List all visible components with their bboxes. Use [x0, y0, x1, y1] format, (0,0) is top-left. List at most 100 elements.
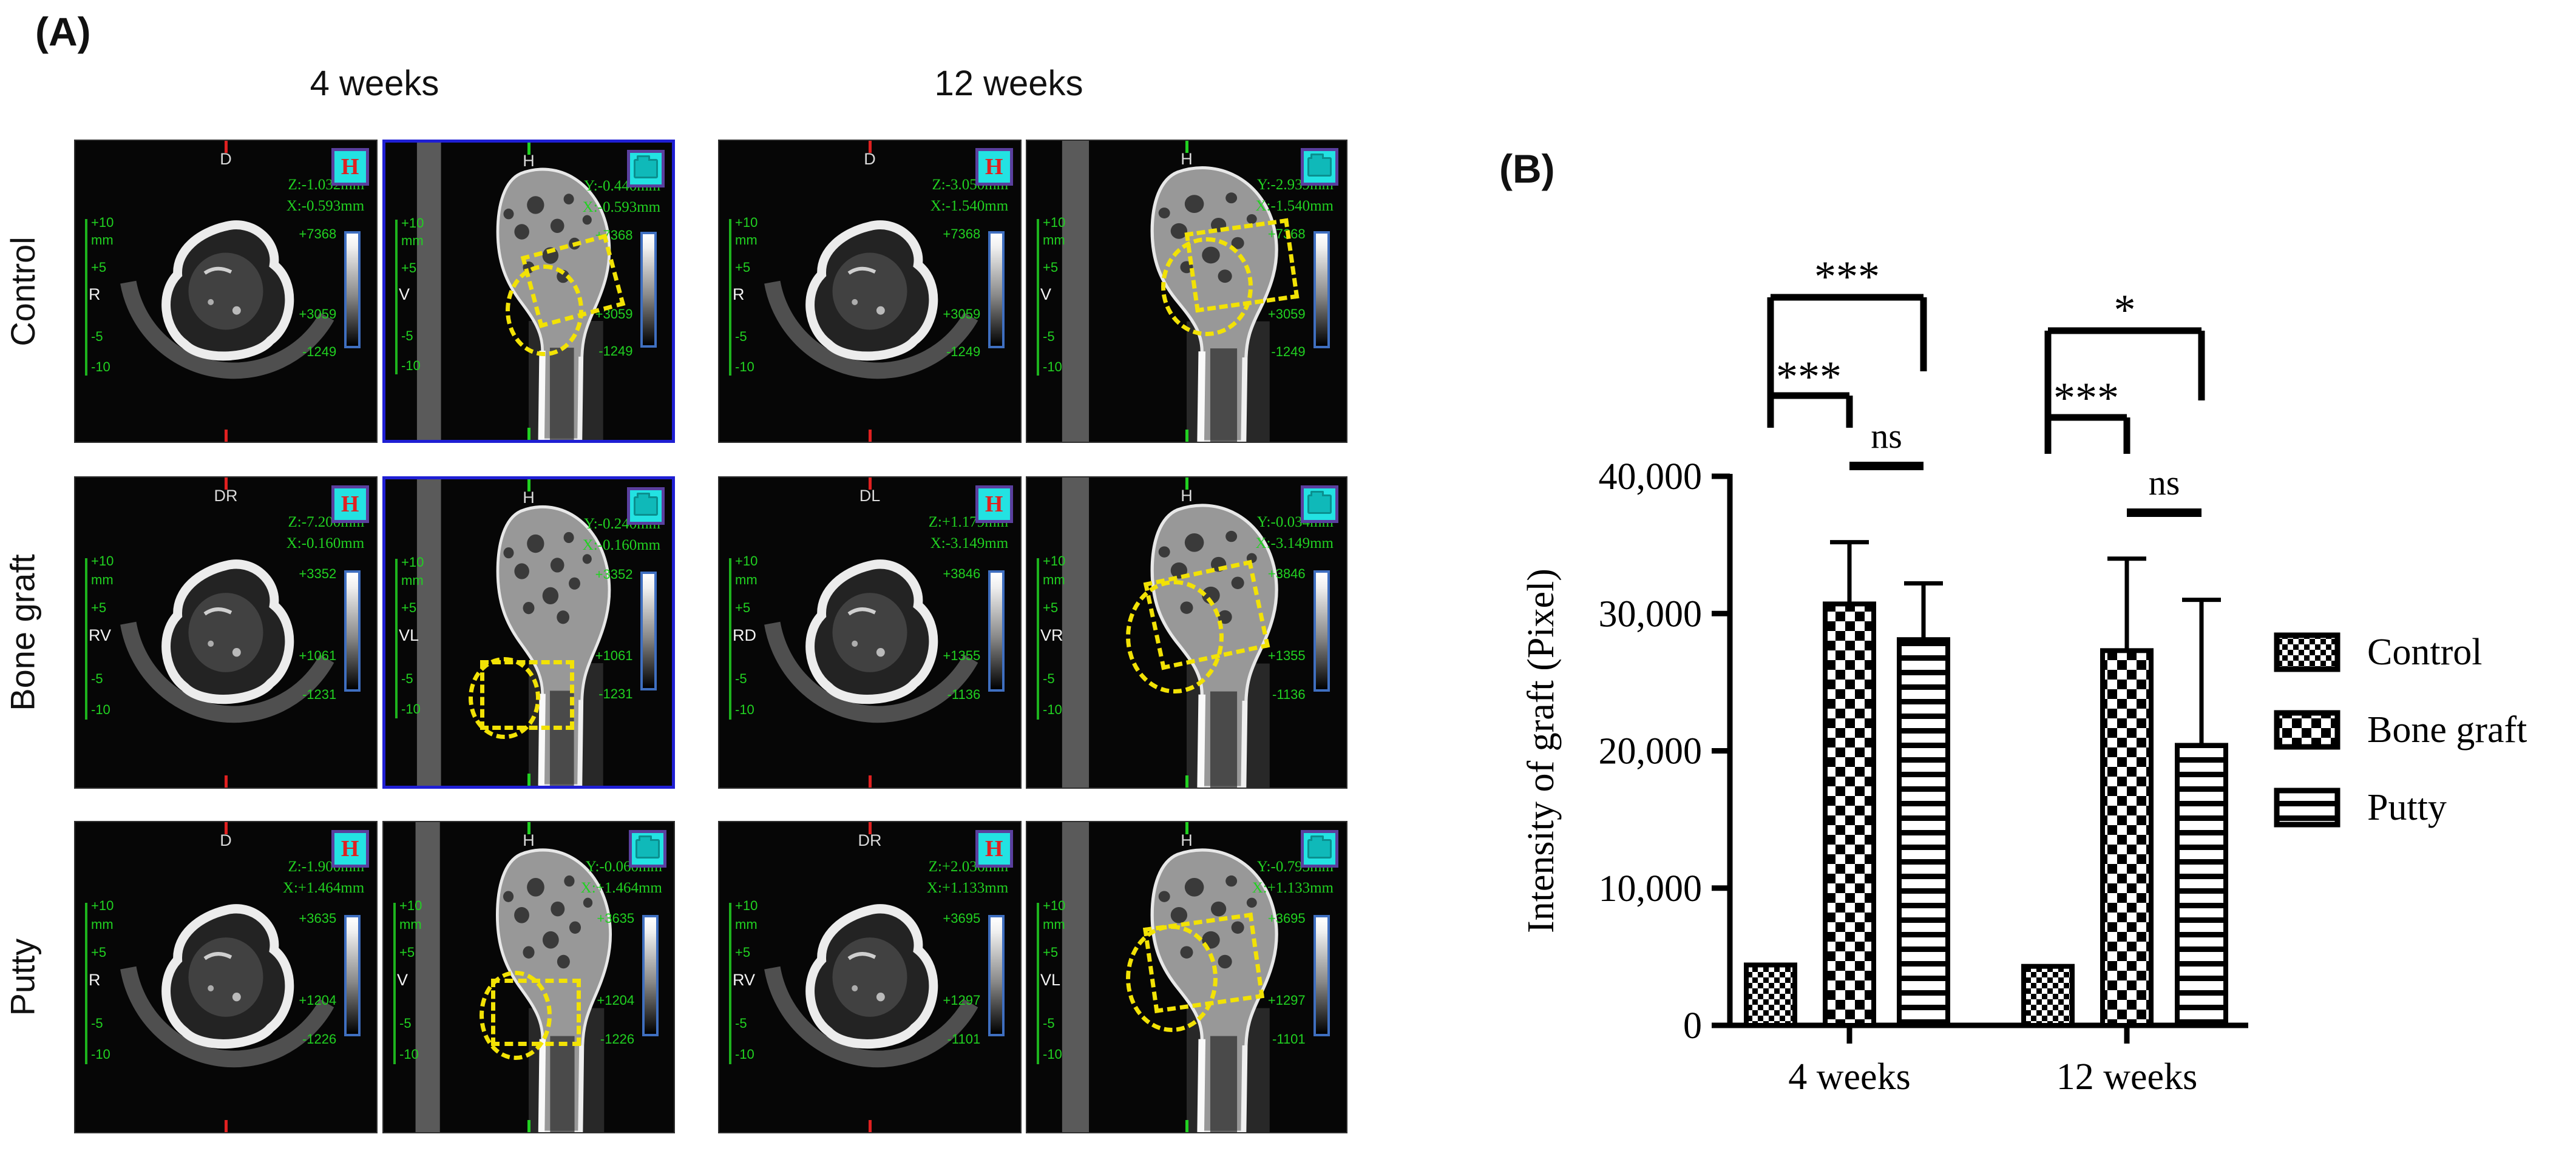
- h-icon[interactable]: H: [975, 148, 1013, 186]
- ruler-label: +10: [1043, 553, 1066, 569]
- h-icon[interactable]: H: [975, 829, 1013, 868]
- ruler-label: +5: [735, 944, 751, 960]
- h-icon[interactable]: H: [975, 485, 1013, 523]
- scanner-bed-arc: [764, 280, 978, 379]
- folder-icon[interactable]: [627, 487, 665, 525]
- ruler-label: +5: [1043, 944, 1059, 960]
- h-icon[interactable]: H: [331, 485, 369, 523]
- bar-bone-graft-12-weeks: [2100, 648, 2154, 1028]
- colorbar-min-label: -1249: [598, 343, 633, 359]
- colorbar-min-label: -1101: [947, 1031, 981, 1047]
- graft-highlight-box: [1184, 218, 1300, 313]
- ruler-label: +5: [399, 944, 415, 960]
- coordinate-line-2: X:-1.540mm: [930, 197, 1009, 214]
- mm-ruler: [729, 558, 731, 720]
- orientation-marker-side: R: [89, 285, 101, 304]
- ruler-label: mm: [399, 916, 422, 932]
- ruler-label: -10: [401, 701, 421, 717]
- trabecular-speck: [876, 993, 885, 1002]
- ruler-label: mm: [401, 233, 424, 249]
- slice-position-tick-bottom: [225, 430, 228, 442]
- colorbar-max-label: +3352: [595, 566, 633, 582]
- slice-position-tick-top: [225, 141, 228, 153]
- cortex-line-left: [538, 1039, 546, 1132]
- ruler-label: +5: [735, 599, 751, 615]
- trabecular-speck: [232, 648, 241, 657]
- colorbar-min-label: -1226: [600, 1031, 635, 1047]
- orientation-marker-side: RV: [89, 626, 112, 645]
- h-icon[interactable]: H: [331, 829, 369, 868]
- scan-artifact-bar: [1062, 477, 1090, 788]
- trabecular-detail: [847, 952, 876, 960]
- colorbar-mid-label: +1061: [595, 647, 633, 663]
- mm-ruler: [1037, 558, 1039, 720]
- folder-icon[interactable]: [629, 829, 667, 868]
- coordinate-line-2: X:-1.540mm: [1255, 197, 1334, 214]
- folder-glyph: [1307, 490, 1332, 514]
- folder-icon[interactable]: [1300, 148, 1338, 186]
- colorbar-mid-label: +3059: [943, 306, 981, 322]
- intensity-bar-chart: 0 10,000 20,000 30,000 40,000 Intensity of gr…: [1520, 252, 2527, 1098]
- colorbar-min-label: -1249: [1271, 343, 1306, 359]
- y-axis-title: Intensity of graft (Pixel): [1520, 569, 1562, 933]
- ct-tile-control-4w-sagittal: H V Y:-0.440mm X:-0.593mm +10 mm +5 -5 -…: [382, 140, 675, 443]
- orientation-marker-side: R: [89, 971, 101, 990]
- medullary-canal: [549, 690, 574, 786]
- folder-icon[interactable]: [1300, 485, 1338, 523]
- row-label-text: Bone graft: [3, 554, 42, 711]
- bar-control-4-weeks: [1744, 962, 1797, 1028]
- ruler-label: +10: [1043, 214, 1066, 230]
- scan-artifact-bar: [1062, 822, 1090, 1132]
- ruler-label: +10: [91, 214, 114, 230]
- ruler-label: -10: [735, 702, 754, 718]
- intensity-colorbar: [1313, 570, 1330, 692]
- slice-position-tick-bottom: [225, 775, 228, 788]
- marrow-cavity: [832, 593, 907, 672]
- intensity-colorbar: [988, 570, 1005, 692]
- colorbar-min-label: -1226: [302, 1031, 337, 1047]
- legend-swatch-putty: [2274, 788, 2340, 828]
- trabecular-texture: [503, 531, 592, 624]
- h-icon[interactable]: H: [331, 148, 369, 186]
- trabecular-detail: [203, 607, 232, 616]
- mm-ruler: [85, 558, 87, 720]
- slice-position-tick-bottom: [1185, 430, 1188, 442]
- ruler-label: +5: [401, 260, 417, 275]
- coordinate-line-2: X:+1.464mm: [282, 880, 365, 897]
- intensity-colorbar: [642, 915, 659, 1036]
- row-label-putty: Putty: [0, 821, 45, 1133]
- folder-icon[interactable]: [1300, 829, 1338, 868]
- ruler-label: +10: [91, 553, 114, 569]
- orientation-marker-side: V: [1040, 285, 1052, 304]
- medullary-canal: [1210, 691, 1238, 788]
- orientation-marker-top: DL: [859, 487, 881, 505]
- cursor-coordinates-readout: Z:-7.200mm X:-0.160mm: [286, 511, 364, 554]
- colorbar-max-label: +3695: [943, 910, 981, 926]
- sig-ns-label: ns: [2149, 463, 2180, 502]
- slice-position-tick-bottom: [869, 1120, 872, 1132]
- colorbar-max-label: +7368: [299, 226, 337, 242]
- orientation-marker-top: DR: [858, 831, 882, 850]
- colorbar-max-label: +7368: [595, 227, 633, 243]
- ruler-label: -10: [91, 359, 110, 374]
- axial-ct-bone-image: [764, 559, 978, 723]
- axial-ct-bone-image: [764, 904, 978, 1068]
- slice-position-tick-bottom: [225, 1120, 228, 1132]
- y-tick-label: 30,000: [1599, 593, 1703, 635]
- ruler-label: mm: [91, 232, 114, 248]
- graft-highlight-circle: [468, 656, 540, 740]
- x-category-label: 4 weeks: [1788, 1056, 1910, 1098]
- axial-ct-bone-image: [120, 220, 334, 379]
- scanner-bed-arc: [764, 621, 978, 723]
- column-header-4-weeks: 4 weeks: [310, 64, 439, 103]
- ruler-label: -10: [91, 1047, 110, 1062]
- colorbar-min-label: -1136: [947, 686, 981, 702]
- cortex-line-left: [1197, 694, 1206, 788]
- significance-4-weeks: *** *** ns: [1767, 252, 1927, 470]
- ruler-label: -5: [91, 329, 103, 344]
- folder-icon[interactable]: [627, 150, 665, 188]
- mm-ruler: [729, 902, 731, 1064]
- medullary-canal: [1210, 348, 1238, 442]
- marrow-cavity: [832, 937, 907, 1017]
